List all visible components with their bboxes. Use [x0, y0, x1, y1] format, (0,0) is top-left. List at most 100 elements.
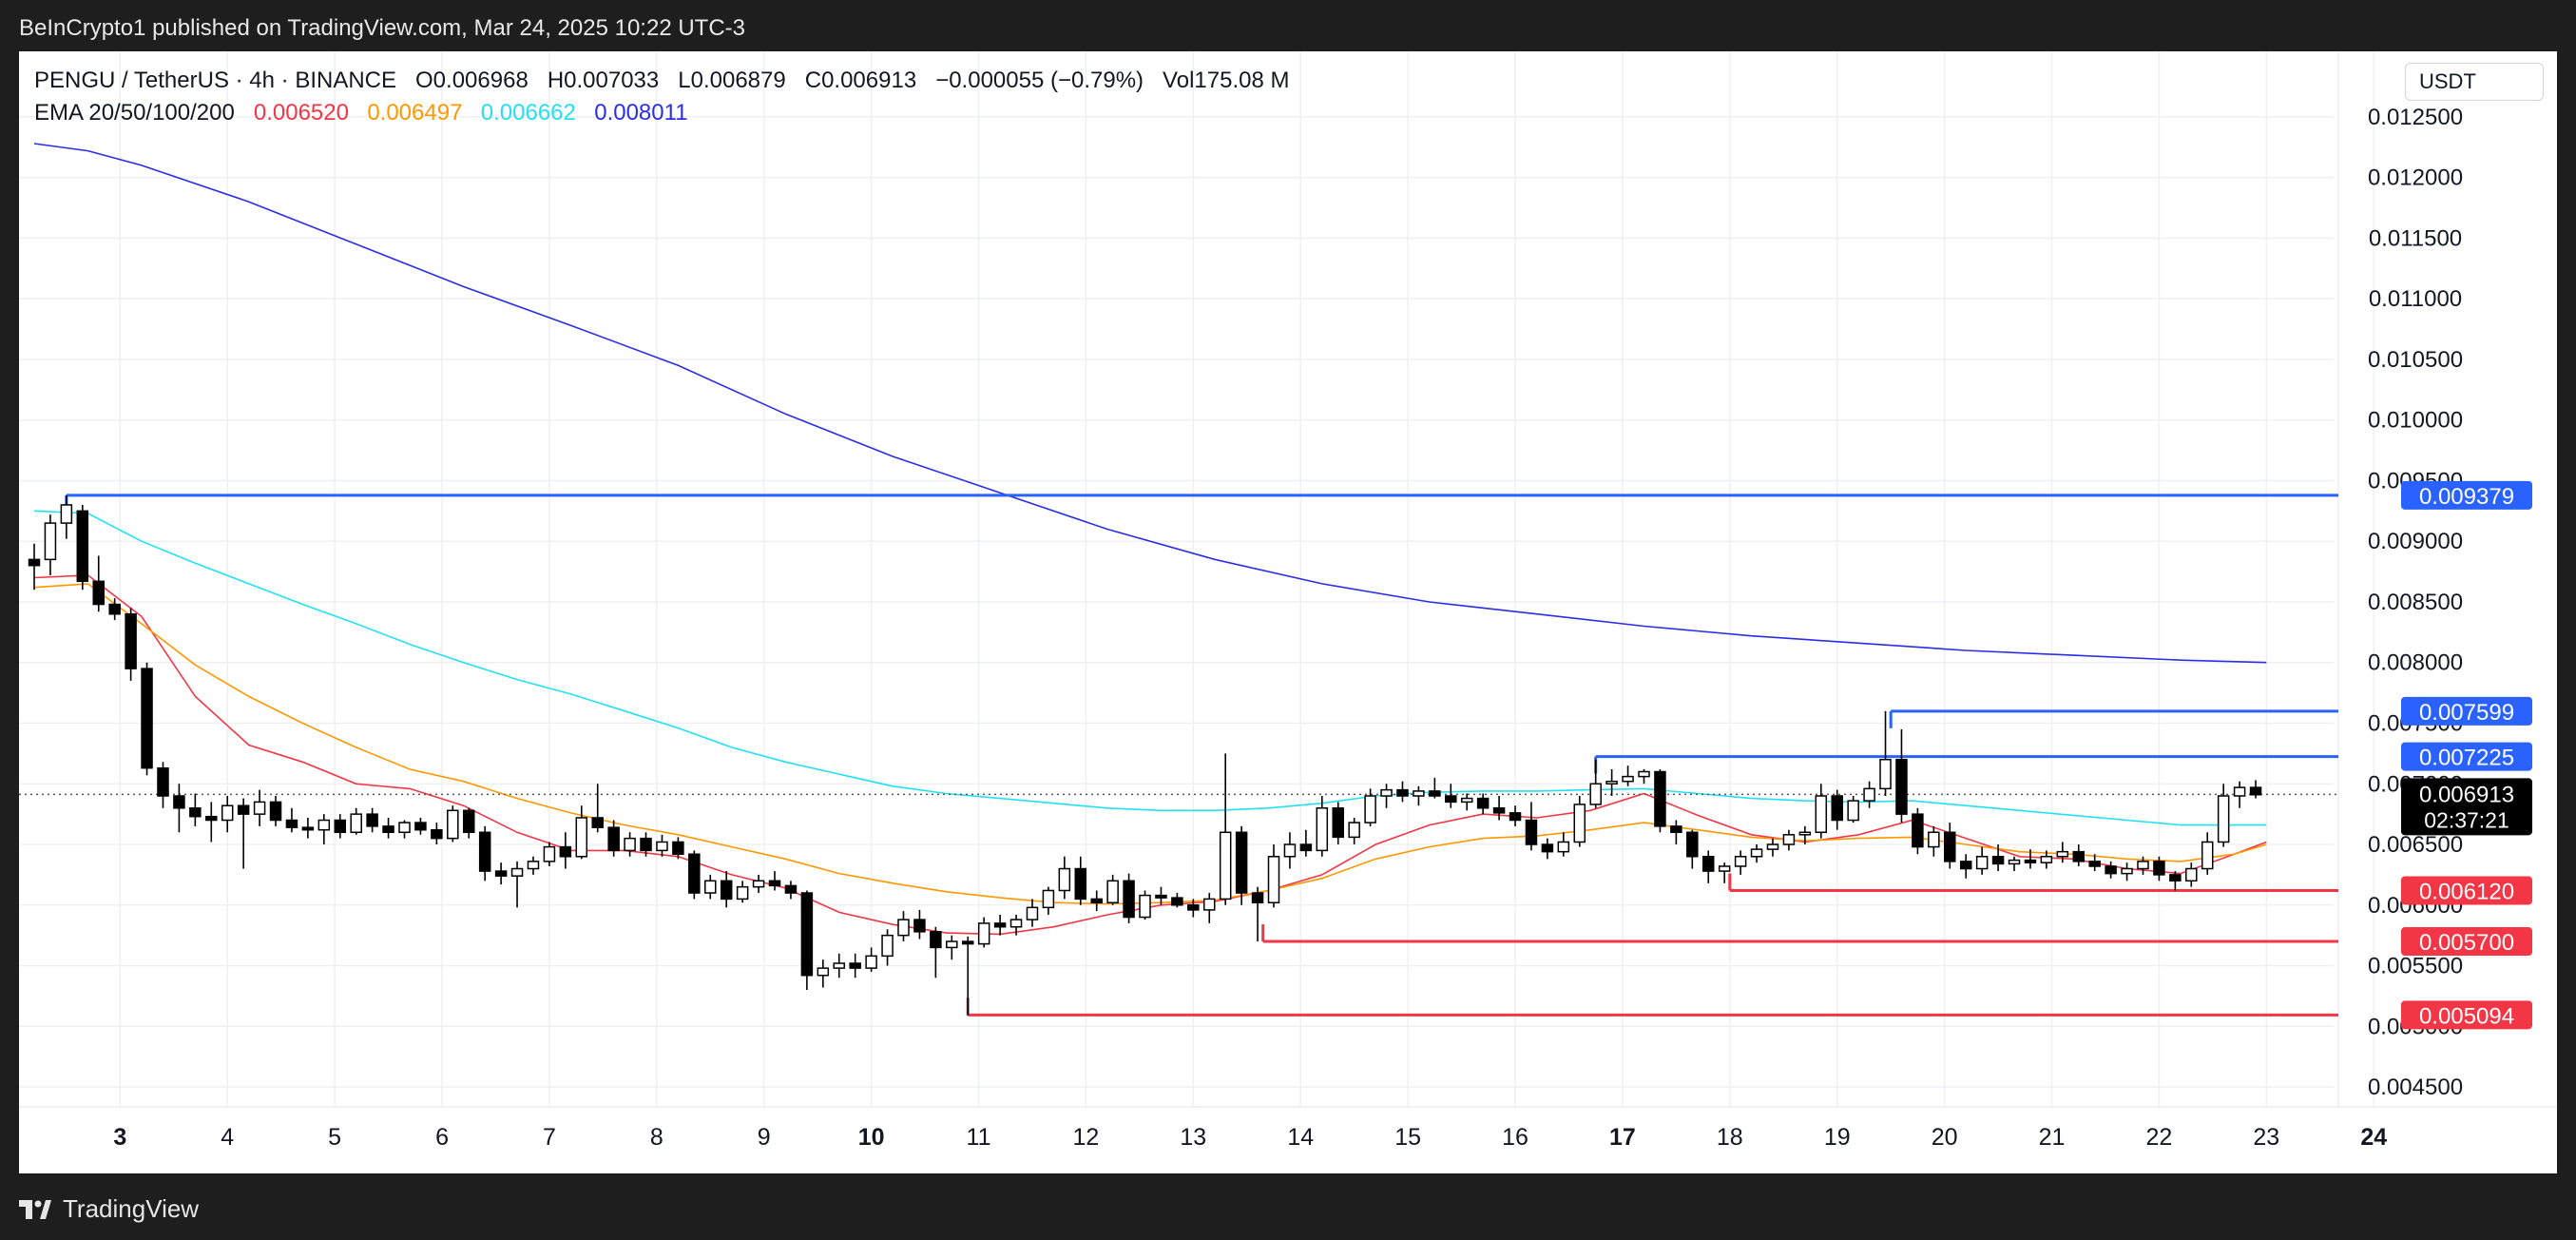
candle-body-down [1332, 807, 1344, 839]
candle-body-up [946, 940, 958, 949]
time-tick-label: 7 [543, 1124, 556, 1151]
publisher-text: BeInCrypto1 published on TradingView.com… [19, 15, 745, 41]
candle-body-down [157, 766, 169, 797]
currency-button[interactable]: USDT [2405, 63, 2544, 101]
price-chart[interactable]: 0.0045000.0050000.0055000.0060000.006500… [19, 51, 2557, 1173]
candle [1171, 893, 1183, 908]
resistance-badge [2401, 742, 2532, 771]
candle [2072, 844, 2085, 866]
candle [1009, 914, 1023, 936]
candle-body-down [1476, 797, 1490, 809]
candle-body-down [930, 931, 942, 949]
candle [269, 796, 282, 826]
candle [1798, 825, 1812, 845]
candle-body-up [253, 801, 266, 815]
candle-body-up [977, 922, 990, 945]
candle [1863, 781, 1875, 808]
candle [2121, 862, 2133, 882]
candle [108, 598, 121, 621]
countdown-label: 02:37:21 [2424, 807, 2509, 832]
support-badge [2401, 1000, 2532, 1030]
candle [173, 784, 185, 833]
candle [1975, 846, 1989, 875]
close-value: C0.006913 [804, 68, 917, 93]
ema-label[interactable]: EMA 20/50/100/200 [34, 100, 235, 126]
candle-body-up [1364, 795, 1376, 823]
candle-body-up [1413, 790, 1425, 797]
candle-body-down [1686, 831, 1699, 858]
candle-body-down [1396, 788, 1409, 797]
candle [1912, 807, 1924, 855]
chart-panel[interactable]: 0.0045000.0050000.0055000.0060000.006500… [19, 51, 2557, 1173]
candle-body-down [431, 828, 443, 840]
candle-body-up [350, 813, 362, 834]
time-tick-label: 12 [1073, 1124, 1100, 1151]
candle-body-up [1009, 919, 1023, 928]
tradingview-logo[interactable]: TradingView [19, 1194, 199, 1224]
price-tick-label: 0.006500 [2368, 832, 2463, 858]
candle-body-up [1058, 867, 1071, 892]
candle [1155, 886, 1167, 905]
candle-body-up [1139, 894, 1151, 919]
candle [2008, 856, 2021, 872]
candle [1718, 862, 1731, 883]
candle-body-up [1798, 831, 1812, 836]
candle-body-down [1171, 897, 1183, 906]
price-tick-label: 0.008500 [2368, 590, 2463, 615]
time-tick-label: 18 [1717, 1124, 1743, 1151]
candle-body-up [1106, 880, 1119, 903]
candle-body-down [1701, 856, 1715, 872]
candle [2056, 842, 2069, 863]
candle [1267, 844, 1280, 908]
candle-body-down [1831, 795, 1843, 822]
candle [527, 856, 540, 875]
candle-body-up [44, 522, 57, 561]
candle [1074, 856, 1087, 905]
candle-body-up [1605, 780, 1618, 785]
candle [382, 817, 394, 839]
candle-body-down [108, 603, 121, 615]
candle [704, 874, 717, 900]
candle-body-down [141, 668, 153, 769]
candle-body-up [60, 504, 73, 524]
candle-body-down [2169, 874, 2182, 882]
candle [640, 832, 652, 857]
candle [1959, 854, 1972, 879]
candle-body-down [993, 922, 1007, 928]
low-value: L0.006879 [678, 68, 786, 93]
candle-body-down [640, 837, 652, 852]
time-tick-label: 21 [2039, 1124, 2066, 1151]
candle [1686, 829, 1699, 869]
candle-body-down [1944, 831, 1956, 862]
candle [1445, 784, 1457, 808]
candle-body-up [1750, 848, 1763, 858]
candle-body-up [2201, 841, 2214, 870]
candle [1847, 796, 1859, 823]
candle [656, 834, 668, 857]
high-value: H0.007033 [547, 68, 660, 93]
candle-body-down [1251, 892, 1264, 903]
candle [946, 935, 958, 960]
candle-body-up [704, 880, 717, 894]
candle [2201, 832, 2214, 875]
current-price-label: 0.006913 [2419, 782, 2514, 807]
time-tick-label: 3 [113, 1124, 126, 1151]
symbol-label[interactable]: PENGU / TetherUS · 4h · BINANCE [34, 68, 396, 93]
candle-body-down [2088, 861, 2101, 867]
candle-body-up [1766, 843, 1779, 850]
candle [1605, 768, 1618, 797]
candle [2249, 780, 2262, 799]
resistance-badge [2401, 696, 2532, 726]
candle [1525, 802, 1538, 851]
candle-body-down [28, 558, 41, 567]
time-tick-label: 22 [2146, 1124, 2173, 1151]
candle-body-up [1928, 831, 1940, 848]
candle [1058, 856, 1071, 900]
candle-body-up [1380, 788, 1393, 797]
candle [1364, 788, 1376, 826]
candle [462, 807, 475, 839]
resistance-badge-label: 0.007599 [2419, 700, 2514, 726]
candle-body-up [1283, 843, 1297, 858]
candle [2233, 781, 2246, 808]
candle [1928, 825, 1940, 857]
